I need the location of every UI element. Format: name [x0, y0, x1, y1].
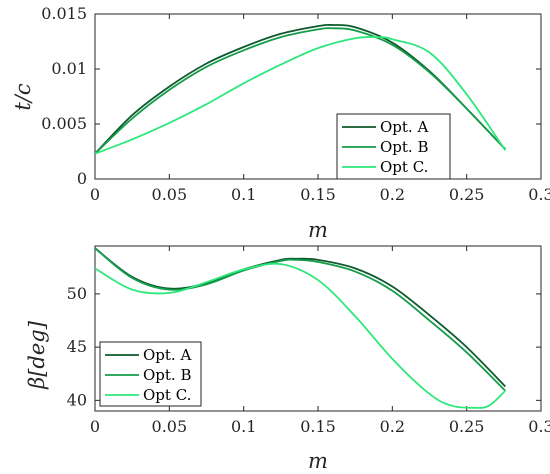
- x-tick-label: 0.3: [528, 417, 550, 436]
- series-lines-top: [94, 23, 507, 155]
- axes-box-top: [94, 13, 542, 180]
- legend-label: Opt. B: [380, 138, 429, 156]
- x-tick-label: 0.05: [152, 417, 188, 436]
- x-tick-label: 0.2: [380, 185, 405, 204]
- x-tick-labels-bottom: 0 0.05 0.1 0.15 0.2 0.25 0.3: [90, 246, 550, 436]
- series-line-opt-b: [94, 247, 506, 392]
- y-tick-label: 0.015: [41, 4, 87, 23]
- legend-label: Opt. A: [380, 118, 428, 136]
- series-line-opt-c: [94, 35, 507, 155]
- legend-bottom: Opt. A Opt. B Opt C.: [99, 341, 202, 407]
- y-tick-label: 0.01: [51, 59, 87, 78]
- plot-panel-top: 0 0.05 0.1 0.15 0.2 0.25 0.3 0 0.005 0.01 0.015 m…: [11, 4, 550, 242]
- series-lines-bottom: [94, 247, 506, 409]
- y-tick-label: 0: [77, 169, 87, 188]
- x-tick-label: 0.1: [231, 417, 256, 436]
- plot-area-top: 0 0.05 0.1 0.15 0.2 0.25 0.3 0 0.005 0.01 0.015: [41, 4, 550, 204]
- x-tick-label: 0.15: [300, 185, 336, 204]
- legend-label: Opt C.: [143, 386, 191, 404]
- legend-label: Opt. A: [143, 346, 191, 364]
- x-tick-label: 0.25: [449, 185, 485, 204]
- y-axis-label-top: t/c: [11, 83, 35, 111]
- y-tick-label: 45: [67, 337, 87, 356]
- series-line-opt-a: [94, 247, 506, 388]
- y-tick-label: 0.005: [41, 114, 87, 133]
- x-tick-label: 0: [90, 185, 100, 204]
- x-tick-labels-top: 0 0.05 0.1 0.15 0.2 0.25 0.3: [90, 14, 550, 204]
- y-tick-label: 50: [67, 284, 87, 303]
- x-tick-label: 0: [90, 417, 100, 436]
- y-axis-label-bottom: β[deg]: [25, 320, 49, 390]
- plot-area-bottom: 0 0.05 0.1 0.15 0.2 0.25 0.3 40 45 50: [67, 245, 550, 436]
- x-tick-label: 0.15: [300, 417, 336, 436]
- plot-panel-bottom: 0 0.05 0.1 0.15 0.2 0.25 0.3 40 45 50 m β[deg] O…: [25, 245, 550, 473]
- x-tick-label: 0.3: [528, 185, 550, 204]
- x-tick-label: 0.1: [231, 185, 256, 204]
- y-tick-labels-bottom: 40 45 50: [67, 284, 541, 409]
- legend-label: Opt C.: [380, 158, 428, 176]
- y-tick-label: 40: [67, 390, 87, 409]
- x-tick-label: 0.25: [449, 417, 485, 436]
- x-axis-label-bottom: m: [308, 449, 328, 473]
- legend-label: Opt. B: [143, 366, 192, 384]
- series-line-opt-c: [94, 262, 506, 409]
- legend-top: Opt. A Opt. B Opt C.: [336, 113, 451, 180]
- y-tick-labels-top: 0 0.005 0.01 0.015: [41, 4, 541, 188]
- series-line-opt-b: [94, 27, 506, 155]
- x-tick-label: 0.05: [152, 185, 188, 204]
- x-axis-label-top: m: [308, 218, 328, 242]
- x-tick-label: 0.2: [380, 417, 405, 436]
